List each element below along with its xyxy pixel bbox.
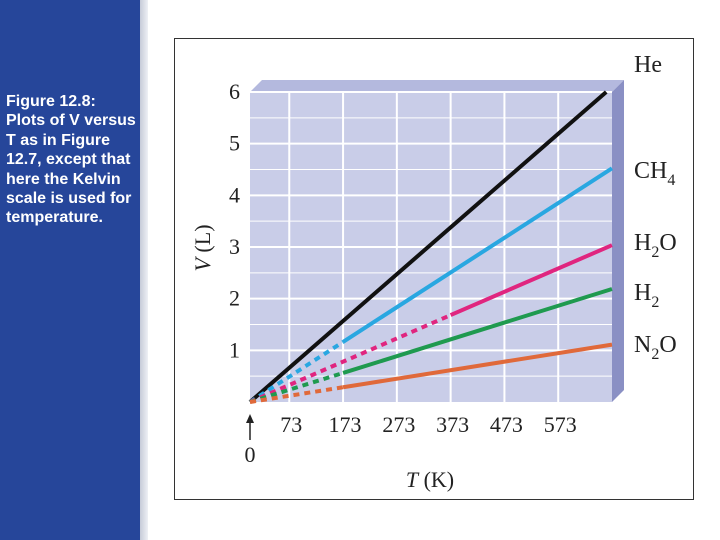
series-line (248, 90, 608, 404)
plot-side-face (612, 80, 624, 402)
x-tick-label: 473 (490, 412, 523, 437)
origin-label: 0 (245, 442, 256, 467)
legend-label: H2O (634, 230, 677, 261)
series-line (342, 342, 613, 390)
series-line (449, 243, 613, 317)
y-tick-label: 1 (229, 337, 240, 362)
tick-labels: 1 2 3 4 5 6 73 173 273 373 473 573 0 (229, 79, 577, 467)
y-tick-label: 2 (229, 286, 240, 311)
y-tick-label: 4 (229, 182, 240, 207)
x-tick-label: 173 (329, 412, 362, 437)
series-line-dashed (248, 340, 345, 404)
series-line-dashed (249, 385, 344, 404)
series-line (342, 287, 613, 375)
legend-label: He (634, 52, 662, 78)
legend-label: N2O (634, 332, 677, 363)
x-axis-label: T (K) (406, 467, 454, 492)
figure-caption: Figure 12.8: Plots of V versus T as in F… (6, 93, 136, 227)
y-tick-label: 6 (229, 79, 240, 104)
origin-arrow-head (246, 414, 254, 423)
series-lines (248, 90, 614, 404)
legend-label: H2 (634, 280, 659, 311)
x-tick-label: 273 (382, 412, 415, 437)
plot-top-face (250, 80, 624, 92)
series-line-dashed (249, 371, 344, 404)
x-tick-label: 73 (280, 412, 302, 437)
axis-labels: T (K) V (L) (190, 224, 454, 492)
y-tick-label: 5 (229, 131, 240, 156)
x-tick-label: 373 (436, 412, 469, 437)
y-axis-label: V (L) (190, 224, 215, 271)
legend: He CH4 H2O H2 N2O (634, 52, 677, 363)
legend-label: CH4 (634, 158, 675, 189)
series-line-dashed (249, 313, 452, 404)
sidebar-edge (140, 0, 148, 540)
sidebar (0, 0, 140, 540)
series-line (341, 166, 614, 344)
x-tick-label: 573 (544, 412, 577, 437)
y-tick-label: 3 (229, 234, 240, 259)
